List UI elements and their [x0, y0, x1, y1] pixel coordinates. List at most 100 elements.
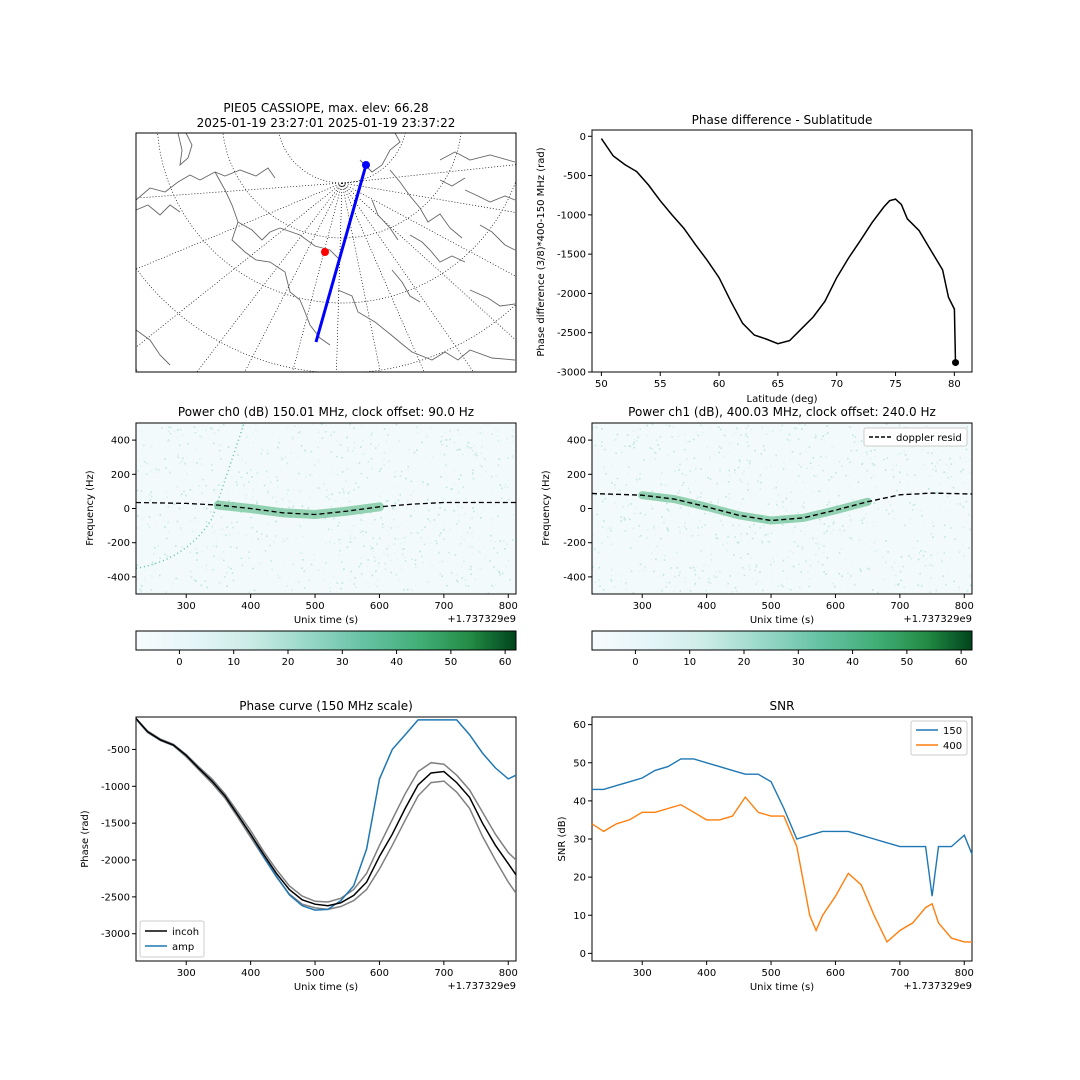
phase-curve-title: Phase curve (150 MHz scale) [239, 699, 413, 713]
snr-xtick-label: 700 [890, 968, 909, 979]
power-ch0-xtick-label: 800 [499, 601, 518, 612]
phase-curve-frame [135, 716, 517, 962]
power-ch1-ytick-label: -400 [563, 572, 586, 583]
snr-ytick-label: 20 [573, 873, 586, 884]
power-ch0-ticks: 300 400 500 600 700 800 400 200 0 -200 -400 [107, 436, 518, 612]
phase-sublat-ticks: 50 55 60 65 70 75 80 0 -500 -1000 -1500 -2000 -2500 -… [557, 132, 961, 390]
snr-ytick-label: 30 [573, 835, 586, 846]
snr-ytick-label: 50 [573, 758, 586, 769]
phase-sublat-ytick-label: -2000 [557, 289, 586, 300]
phase-sublat-xtick-label: 70 [830, 379, 843, 390]
snr-xtick-label: 500 [762, 968, 781, 979]
phase-sublat-ytick-label: -3000 [557, 368, 586, 379]
phase-sublat-ytick-label: -1500 [557, 250, 586, 261]
power-ch0-cbtick-label: 50 [444, 657, 457, 668]
phase-curve-ytick-label: -1000 [101, 782, 130, 793]
power-ch0-colorbar [135, 630, 517, 651]
phase-curve-legend-incoh: incoh [172, 927, 199, 938]
power-ch0-panel: Power ch0 (dB) 150.01 MHz, clock offset:… [85, 405, 518, 668]
phase-curve-xtick-label: 500 [306, 968, 325, 979]
power-ch0-doppler-line [135, 501, 516, 516]
power-ch0-ytick-label: -400 [107, 572, 130, 583]
snr-xtick-label: 400 [697, 968, 716, 979]
power-ch1-xtick-label: 800 [955, 601, 974, 612]
power-ch0-xtick-label: 700 [434, 601, 453, 612]
phase-sublat-xtick-label: 50 [595, 379, 608, 390]
power-ch0-cbtick-label: 10 [227, 657, 240, 668]
snr-panel: SNR 300 400 500 600 700 800 0 10 20 30 40 50 60 150 … [557, 699, 974, 993]
snr-series-400 [591, 795, 972, 944]
power-ch1-xtick-label: 500 [762, 601, 781, 612]
power-ch1-cbtick-label: 50 [900, 657, 913, 668]
power-ch1-legend: doppler resid [863, 427, 968, 447]
phase-curve-xtick-label: 400 [241, 968, 260, 979]
snr-ylabel: SNR (dB) [557, 816, 568, 861]
snr-legend: 150 400 [910, 720, 968, 756]
power-ch0-ytick-label: 400 [111, 436, 130, 447]
phase-sublat-xtick-label: 75 [889, 379, 902, 390]
phase-curve-ytick-label: -2500 [101, 892, 130, 903]
station-marker [321, 248, 329, 256]
map-coastlines [136, 133, 516, 366]
power-ch0-colorbar-ticks: 0 10 20 30 40 50 60 [176, 650, 512, 668]
power-ch1-cbtick-label: 20 [738, 657, 751, 668]
phase-curve-ytick-label: -3000 [101, 929, 130, 940]
power-ch1-ytick-label: 200 [567, 470, 586, 481]
phase-curve-xlabel: Unix time (s) [294, 982, 358, 993]
map-frame [135, 132, 517, 373]
snr-offset: +1.737329e9 [903, 981, 972, 992]
power-ch0-ylabel: Frequency (Hz) [85, 470, 96, 546]
power-ch0-xtick-label: 600 [370, 601, 389, 612]
map-area [136, 133, 516, 372]
power-ch1-ticks: 300 400 500 600 700 800 400 200 0 -200 -400 [563, 436, 974, 612]
power-ch0-ytick-label: 0 [124, 504, 130, 515]
snr-title: SNR [770, 699, 795, 713]
phase-sublat-ytick-label: 0 [580, 132, 586, 143]
power-ch0-xtick-label: 300 [177, 601, 196, 612]
satellite-track [314, 164, 368, 343]
power-ch1-xtick-label: 700 [890, 601, 909, 612]
phase-sublat-xtick-label: 80 [948, 379, 961, 390]
power-ch0-cbtick-label: 60 [499, 657, 512, 668]
track-end-marker [362, 161, 370, 169]
snr-legend-150: 150 [943, 726, 962, 737]
phase-curve-series-3 [136, 718, 516, 911]
snr-ytick-label: 60 [573, 720, 586, 731]
power-ch0-cbtick-label: 20 [282, 657, 295, 668]
snr-ytick-label: 40 [573, 796, 586, 807]
power-ch1-ylabel: Frequency (Hz) [541, 470, 552, 546]
power-ch1-cbtick-label: 10 [683, 657, 696, 668]
phase-sublat-xtick-label: 60 [713, 379, 726, 390]
phase-sublat-title: Phase difference - Sublatitude [692, 113, 873, 127]
phase-curve-xtick-label: 700 [434, 968, 453, 979]
map-title-line2: 2025-01-19 23:27:01 2025-01-19 23:37:22 [197, 116, 456, 130]
power-ch1-offset: +1.737329e9 [903, 614, 972, 625]
power-ch1-title: Power ch1 (dB), 400.03 MHz, clock offset… [628, 405, 936, 419]
power-ch0-xtick-label: 400 [241, 601, 260, 612]
power-ch0-offset: +1.737329e9 [447, 614, 516, 625]
power-ch1-cbtick-label: 40 [846, 657, 859, 668]
phase-sublat-xtick-label: 55 [654, 379, 667, 390]
phase-curve-ylabel: Phase (rad) [80, 810, 91, 868]
power-ch0-ytick-label: -200 [107, 538, 130, 549]
snr-ticks: 300 400 500 600 700 800 0 10 20 30 40 50 60 [573, 720, 974, 979]
power-ch1-ytick-label: 400 [567, 436, 586, 447]
snr-ytick-label: 0 [580, 949, 586, 960]
power-ch1-xtick-label: 300 [633, 601, 652, 612]
power-ch0-cbtick-label: 30 [336, 657, 349, 668]
phase-curve-ticks: 300 400 500 600 700 800 -500 -1000 -1500 -2000 -25… [101, 745, 518, 979]
phase-curve-series-1 [136, 718, 516, 911]
power-ch1-cbtick-label: 30 [792, 657, 805, 668]
phase-curve-legend: incoh amp [139, 920, 205, 958]
phase-sublat-ytick-label: -500 [563, 171, 586, 182]
power-ch0-ytick-label: 200 [111, 470, 130, 481]
power-ch1-xtick-label: 600 [826, 601, 845, 612]
snr-xtick-label: 800 [955, 968, 974, 979]
snr-series-150 [592, 758, 973, 897]
snr-xtick-label: 300 [633, 968, 652, 979]
phase-curve-ytick-label: -1500 [101, 819, 130, 830]
power-ch0-background [136, 423, 516, 594]
power-ch1-legend-label: doppler resid [896, 433, 962, 444]
map-panel: PIE05 CASSIOPE, max. elev: 66.28 2025-01… [135, 101, 517, 373]
